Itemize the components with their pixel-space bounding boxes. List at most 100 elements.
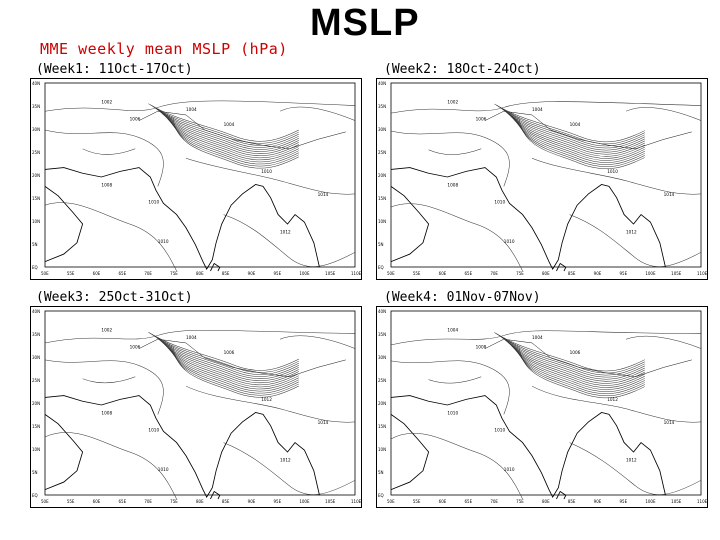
isobar-himalaya: [150, 104, 299, 144]
lat-tick-label: 5N: [32, 470, 38, 475]
isobar: [531, 157, 702, 195]
lon-tick-label: 65E: [119, 499, 127, 504]
contour-label: 1014: [664, 420, 675, 425]
contour-label: 1010: [261, 169, 272, 174]
coastline-arabia: [44, 414, 84, 490]
coastline: [44, 395, 320, 498]
isobar: [223, 442, 356, 495]
lon-tick-label: 50E: [41, 499, 49, 504]
lat-tick-label: 15N: [32, 424, 40, 429]
lat-tick-label: 20N: [32, 401, 40, 406]
contour-label: 1010: [148, 427, 159, 432]
isobar: [390, 101, 702, 114]
isobar-himalaya: [165, 341, 299, 390]
isobar-himalaya: [503, 337, 645, 382]
contour-label: 1006: [476, 117, 487, 122]
lon-tick-label: 85E: [568, 271, 576, 276]
isobar-himalaya: [501, 336, 645, 380]
lat-tick-label: 15N: [32, 196, 40, 201]
isobar: [428, 376, 482, 384]
plot-frame: [44, 82, 356, 268]
lat-tick-label: 10N: [378, 219, 386, 224]
plot-frame: [44, 310, 356, 496]
lat-tick-label: 35N: [378, 104, 386, 109]
lon-tick-label: 110E: [351, 271, 361, 276]
lon-tick-label: 105E: [325, 271, 336, 276]
isobar-himalaya: [159, 109, 299, 154]
plot-frame: [390, 310, 702, 496]
isobar: [44, 329, 356, 344]
isobar-himalaya: [501, 107, 645, 151]
country-border: [484, 110, 692, 150]
lat-tick-label: 10N: [378, 447, 386, 452]
isobar-himalaya: [505, 110, 645, 155]
isobar-himalaya: [498, 105, 645, 147]
contour-label: 1014: [318, 420, 329, 425]
lon-tick-label: 90E: [248, 499, 256, 504]
map-panel-week1: 40N 35N 30N 25N 20N 15N 10N 5N EQ 50E 55E 60E 65E 70E…: [30, 78, 362, 280]
plot-frame: [390, 82, 702, 268]
lat-tick-label: 25N: [378, 378, 386, 383]
lon-tick-label: 75E: [170, 499, 178, 504]
isobar-himalaya: [497, 334, 645, 376]
coastline-srilanka: [210, 490, 221, 500]
lat-tick-label: 40N: [378, 309, 386, 314]
map-panel-week2: 40N 35N 30N 25N 20N 15N 10N 5N EQ 50E 55E 60E 65E 70E…: [376, 78, 708, 280]
contour-label: 1010: [607, 169, 618, 174]
contour-label: 1002: [101, 328, 112, 333]
panel-label-week2: (Week2: 18Oct-24Oct): [384, 62, 541, 77]
isobar: [531, 385, 702, 423]
isobar: [185, 157, 356, 195]
isobar-himalaya: [518, 345, 645, 399]
lat-tick-label: 35N: [32, 332, 40, 337]
lon-tick-label: 110E: [697, 271, 707, 276]
lat-tick-label: 20N: [378, 173, 386, 178]
lon-tick-label: 100E: [645, 271, 656, 276]
isobar: [279, 106, 356, 121]
lat-tick-label: 40N: [32, 81, 40, 86]
isobar-himalaya: [511, 341, 645, 390]
contour-label: 1012: [280, 457, 291, 462]
lon-tick-label: 90E: [594, 499, 602, 504]
lon-tick-label: 95E: [274, 499, 282, 504]
figure-title: MME weekly mean MSLP (hPa): [40, 40, 288, 58]
lon-tick-label: 60E: [93, 271, 101, 276]
isobar-himalaya: [159, 338, 299, 384]
lat-tick-label: 25N: [32, 150, 40, 155]
lat-tick-label: 30N: [378, 355, 386, 360]
lon-tick-label: 80E: [542, 499, 550, 504]
contour-label: 1010: [447, 410, 458, 415]
coastline-srilanka: [556, 490, 567, 500]
contour-label: 1004: [532, 335, 543, 340]
lon-tick-label: 85E: [222, 271, 230, 276]
contour-label: 1012: [261, 397, 272, 402]
isobar-himalaya: [514, 343, 645, 394]
isobar-himalaya: [499, 335, 645, 378]
lat-tick-label: 15N: [378, 196, 386, 201]
coastline-arabia: [390, 414, 430, 490]
lat-tick-label: 20N: [32, 173, 40, 178]
lon-tick-label: 60E: [93, 499, 101, 504]
contour-label: 1010: [504, 239, 515, 244]
isobar-himalaya: [161, 339, 299, 386]
lon-tick-label: 80E: [196, 499, 204, 504]
isobar: [82, 148, 136, 155]
lat-tick-label: 30N: [32, 355, 40, 360]
lat-tick-label: EQ: [378, 493, 384, 498]
lon-tick-label: 85E: [568, 499, 576, 504]
panel-label-week1: (Week1: 11Oct-17Oct): [36, 62, 193, 77]
isobar-himalaya: [511, 113, 645, 161]
isobar-himalaya: [172, 117, 299, 169]
contour-label: 1010: [494, 427, 505, 432]
contour-label: 1004: [532, 107, 543, 112]
contour-label: 1006: [224, 350, 235, 355]
lon-tick-label: 50E: [41, 271, 49, 276]
isobar-himalaya: [163, 340, 299, 388]
lat-tick-label: 5N: [32, 242, 38, 247]
lon-tick-label: 55E: [413, 499, 421, 504]
lon-tick-label: 110E: [351, 499, 361, 504]
lat-tick-label: 40N: [378, 81, 386, 86]
lon-tick-label: 70E: [144, 271, 152, 276]
